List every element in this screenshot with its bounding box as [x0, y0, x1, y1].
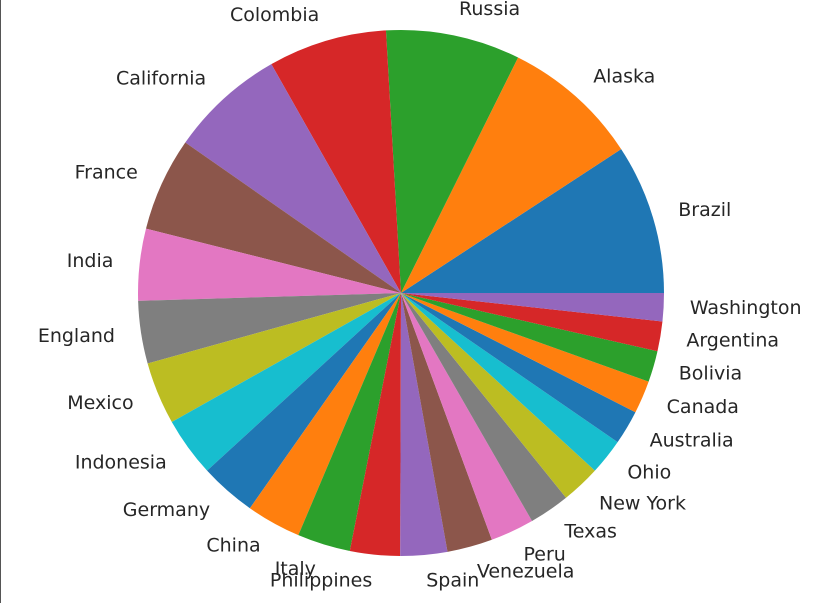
pie-labels: Brazil Alaska Russia Colombia California Fran… [38, 0, 802, 592]
pie-slice-colombia [271, 30, 401, 294]
pie-label-australia: Australia [650, 429, 734, 451]
pie-label-washington: Washington [690, 297, 802, 319]
pie-label-argentina: Argentina [686, 329, 779, 351]
pie-label-bolivia: Bolivia [679, 362, 742, 384]
pie-slice-bolivia [401, 293, 658, 382]
pie-slice-peru [401, 293, 533, 540]
pie-label-china: China [206, 534, 260, 556]
pie-label-philippines: Philippines [270, 569, 372, 591]
pie-label-texas: Texas [563, 520, 617, 542]
pie-label-alaska: Alaska [593, 65, 655, 87]
pie-slice-australia [401, 293, 636, 443]
pie-label-russia: Russia [459, 0, 520, 20]
pie-slice-washington [401, 293, 664, 322]
pie-label-california: California [116, 68, 206, 90]
pie-slice-canada [401, 293, 649, 413]
pie-label-india: India [67, 250, 114, 272]
pie-label-indonesia: Indonesia [75, 451, 167, 473]
pie-slice-argentina [401, 293, 663, 352]
pie-label-venezuela: Venezuela [477, 561, 575, 583]
pie-slice-brazil [401, 149, 664, 293]
pie-slice-venezuela [401, 293, 492, 552]
pie-slice-india [138, 228, 401, 301]
pie-label-peru: Peru [523, 544, 565, 566]
pie-label-france: France [75, 161, 138, 183]
pie-label-mexico: Mexico [67, 392, 133, 414]
pie-slice-alaska [401, 57, 622, 293]
pie-slice-texas [401, 293, 567, 522]
pie-label-colombia: Colombia [230, 4, 319, 26]
pie-label-spain: Spain [426, 570, 479, 592]
pie-slices [138, 30, 664, 556]
pie-label-germany: Germany [123, 499, 210, 521]
pie-label-ohio: Ohio [627, 462, 671, 484]
pie-slice-ohio [401, 293, 618, 471]
pie-slice-england [138, 293, 402, 364]
pie-slice-mexico [147, 293, 401, 422]
pie-slice-philippines [349, 293, 401, 556]
pie-slice-california [185, 64, 401, 293]
pie-label-canada: Canada [667, 396, 739, 418]
pie-slice-italy [298, 293, 401, 551]
pie-slice-indonesia [171, 293, 401, 471]
pie-slice-new-york [401, 293, 595, 498]
pie-slice-russia [385, 30, 519, 294]
pie-label-italy: Italy [275, 558, 316, 580]
pie-slice-china [249, 293, 401, 536]
pie-slice-germany [207, 293, 401, 509]
pie-label-new-york: New York [599, 492, 686, 514]
pie-slice-spain [400, 293, 448, 556]
pie-slice-france [145, 142, 401, 293]
pie-label-england: England [38, 325, 115, 347]
pie-label-brazil: Brazil [678, 199, 731, 221]
